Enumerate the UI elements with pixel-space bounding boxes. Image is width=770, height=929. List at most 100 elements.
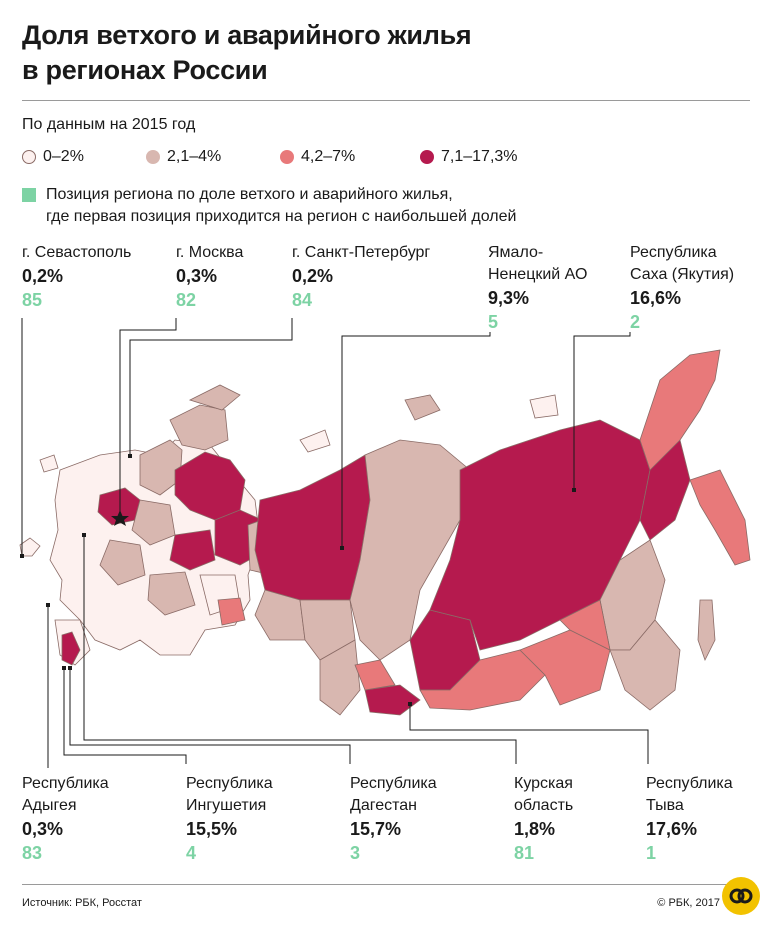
region-label-ingushetia: Республика Ингушетия 15,5% 4 <box>186 773 273 865</box>
rank-legend-line-1: Позиция региона по доле ветхого и аварий… <box>46 186 453 203</box>
legend-swatch <box>280 150 294 164</box>
region-label-tyva: Республика Тыва 17,6% 1 <box>646 773 733 865</box>
region-value: 1,8% <box>514 819 556 839</box>
region-name-line-2: область <box>514 797 574 814</box>
region-label-yakutia: Республика Саха (Якутия) 16,6% 2 <box>630 242 734 334</box>
marker-dagestan <box>68 666 72 670</box>
region-rank: 5 <box>488 312 499 332</box>
leader-yamal <box>341 332 491 548</box>
region-name: г. Санкт-Петербург <box>292 244 431 261</box>
region-name-line-1: Республика <box>22 775 109 792</box>
region-altai <box>354 659 396 691</box>
region-rank: 85 <box>22 290 43 310</box>
title-line-2: в регионах России <box>22 55 268 85</box>
region-rank: 4 <box>186 843 197 863</box>
leader-kursk <box>83 535 517 764</box>
region-label-kursk: Курская область 1,8% 81 <box>514 773 573 865</box>
marker-dots <box>20 454 576 706</box>
region-label-moscow: г. Москва 0,3% 82 <box>176 242 243 312</box>
region-crimea <box>19 537 41 557</box>
region-label-spb: г. Санкт-Петербург 0,2% 84 <box>292 242 430 312</box>
region-magadan <box>639 439 691 541</box>
moscow-star-icon <box>111 510 129 526</box>
region-name-line-2: Тыва <box>646 797 684 814</box>
legend-label: 4,2–7% <box>301 148 356 165</box>
leader-ingushetia <box>63 668 187 764</box>
region-name-line-2: Саха (Якутия) <box>630 266 735 283</box>
legend-item-0-2: 0–2% <box>22 148 84 166</box>
legend-swatch <box>420 150 434 164</box>
region-tyumen <box>254 589 306 641</box>
marker-yakutia <box>572 488 576 492</box>
region-rank: 3 <box>350 843 361 863</box>
region-rank: 2 <box>630 312 641 332</box>
region-rank: 84 <box>292 290 313 310</box>
region-name: г. Севастополь <box>22 244 132 261</box>
region-rank: 81 <box>514 843 535 863</box>
legend-label: 2,1–4% <box>167 148 222 165</box>
legend-label: 0–2% <box>43 148 84 165</box>
legend-item-2-4: 2,1–4% <box>146 148 221 166</box>
region-label-dagestan: Республика Дагестан 15,7% 3 <box>350 773 437 865</box>
legend-item-4-7: 4,2–7% <box>280 148 355 166</box>
marker-ingushetia <box>62 666 66 670</box>
divider-bottom <box>22 884 750 885</box>
region-label-adygea: Республика Адыгея 0,3% 83 <box>22 773 109 865</box>
subtitle: По данным на 2015 год <box>22 116 196 133</box>
region-murmansk <box>169 404 229 451</box>
region-name-line-1: Ямало- <box>488 244 544 261</box>
marker-spb <box>128 454 132 458</box>
region-value: 0,3% <box>22 819 64 839</box>
region-name-line-1: Республика <box>630 244 717 261</box>
region-tyva <box>364 684 421 716</box>
source-note: Источник: РБК, Росстат <box>22 897 142 909</box>
island-severnaya-zemlya <box>404 394 441 421</box>
region-value: 15,7% <box>350 819 402 839</box>
region-name-line-2: Дагестан <box>350 797 417 814</box>
region-name-line-1: Курская <box>514 775 573 792</box>
leader-lines-top <box>21 318 631 556</box>
leader-yakutia <box>573 332 631 490</box>
region-value: 0,2% <box>22 266 64 286</box>
leader-lines-bottom <box>47 535 649 768</box>
region-volga-1 <box>147 571 196 616</box>
region-sakhalin <box>697 599 716 662</box>
region-primorye <box>609 619 681 711</box>
rbc-logo-icon <box>722 877 760 915</box>
legend-item-7-17: 7,1–17,3% <box>420 148 518 166</box>
marker-sevastopol <box>20 554 24 558</box>
leader-tyva <box>409 704 649 764</box>
marker-tyva <box>408 702 412 706</box>
region-value: 17,6% <box>646 819 698 839</box>
region-name: г. Москва <box>176 244 244 261</box>
region-yamalo-nenets <box>254 454 371 601</box>
region-value: 9,3% <box>488 288 530 308</box>
rank-swatch <box>22 188 36 202</box>
logo-mark-icon <box>729 888 753 904</box>
region-rank: 82 <box>176 290 197 310</box>
region-label-yamal: Ямало- Ненецкий АО 9,3% 5 <box>488 242 587 334</box>
region-rank: 83 <box>22 843 43 863</box>
region-name-line-1: Республика <box>186 775 273 792</box>
region-rank: 1 <box>646 843 657 863</box>
region-orenburg <box>217 597 246 626</box>
region-value: 16,6% <box>630 288 682 308</box>
title-line-1: Доля ветхого и аварийного жилья <box>22 20 472 50</box>
region-value: 15,5% <box>186 819 238 839</box>
legend-swatch <box>146 150 160 164</box>
legend-label: 7,1–17,3% <box>441 148 518 165</box>
region-name-line-2: Адыгея <box>22 797 77 814</box>
leader-dagestan <box>69 668 351 764</box>
region-name-line-2: Ингушетия <box>186 797 267 814</box>
region-central-1 <box>131 499 176 546</box>
region-dagestan <box>61 631 81 666</box>
region-value: 0,2% <box>292 266 334 286</box>
region-central-2 <box>169 529 216 571</box>
region-novosibirsk <box>319 639 361 716</box>
region-name-line-1: Республика <box>646 775 733 792</box>
island-arctic-1 <box>299 429 331 453</box>
region-kaliningrad <box>39 454 59 473</box>
region-label-sevastopol: г. Севастополь 0,2% 85 <box>22 242 131 312</box>
divider-top <box>22 100 750 101</box>
island-new-siberian <box>529 394 559 419</box>
